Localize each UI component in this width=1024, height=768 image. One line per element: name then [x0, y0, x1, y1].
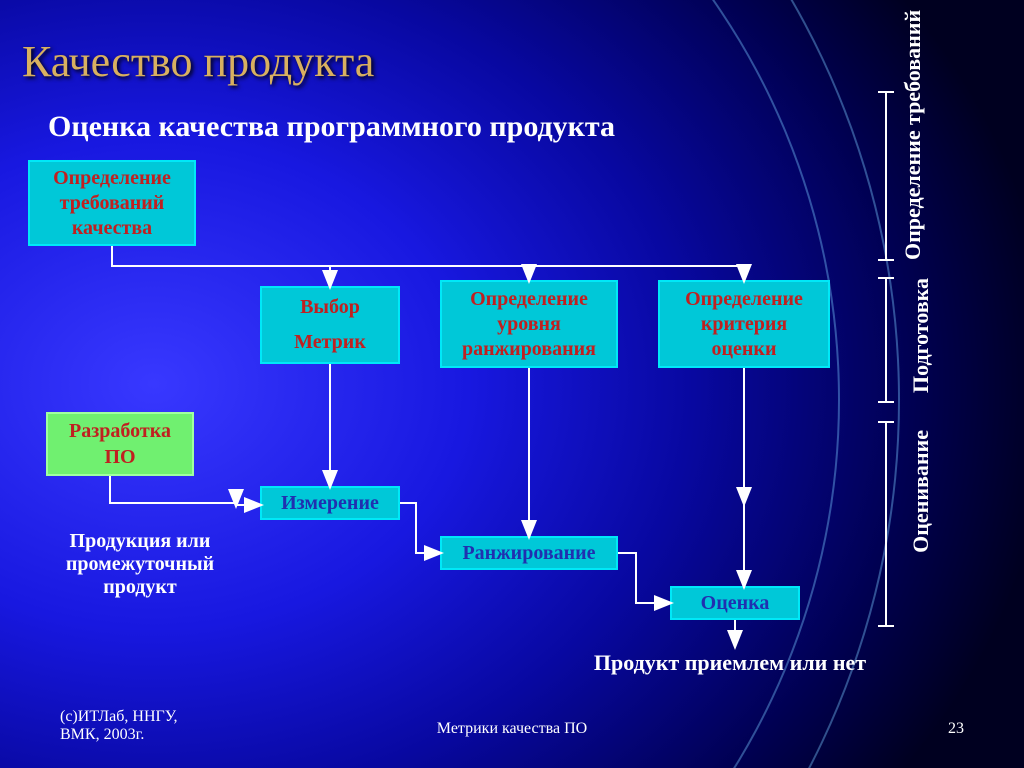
label-acceptable: Продукт приемлем или нет [560, 650, 900, 676]
node-assessment: Оценка [670, 586, 800, 620]
node-ranking: Ранжирование [440, 536, 618, 570]
label-text: Продукция или [40, 530, 240, 553]
node-text: критерия [701, 312, 787, 337]
node-text: Оценка [701, 591, 770, 616]
node-metrics: Выбор Метрик [260, 286, 400, 364]
footer-title: Метрики качества ПО [0, 720, 1024, 738]
label-text: продукт [40, 576, 240, 599]
slide-title: Качество продукта [22, 36, 374, 87]
node-measurement: Измерение [260, 486, 400, 520]
phase-requirements: Определение требований [900, 90, 956, 260]
node-text: Определение [685, 287, 803, 312]
phase-evaluation: Оценивание [908, 430, 934, 553]
phase-preparation: Подготовка [908, 278, 934, 393]
node-ranking-definition: Определение уровня ранжирования [440, 280, 618, 368]
node-requirements: Определение требований качества [28, 160, 196, 246]
node-text: ранжирования [462, 337, 596, 362]
phase-text: требований [900, 10, 956, 125]
node-text: Определение [53, 166, 171, 191]
phase-text: Определение [900, 130, 956, 260]
node-criteria: Определение критерия оценки [658, 280, 830, 368]
node-text: требований [60, 191, 165, 216]
slide: Качество продукта Оценка качества програ… [0, 0, 1024, 768]
node-text: оценки [712, 337, 777, 362]
node-text: качества [72, 216, 152, 241]
footer-page: 23 [948, 720, 964, 738]
node-text: Измерение [281, 491, 379, 516]
node-text: Выбор [300, 295, 360, 320]
node-development: Разработка ПО [46, 412, 194, 476]
node-text: Определение [470, 287, 588, 312]
node-text: уровня [497, 312, 561, 337]
node-text: Метрик [294, 330, 366, 355]
label-product: Продукция или промежуточный продукт [40, 530, 240, 599]
node-text: Ранжирование [462, 541, 595, 566]
node-text: ПО [104, 444, 135, 470]
label-text: промежуточный [40, 553, 240, 576]
node-text: Разработка [69, 418, 171, 444]
slide-subtitle: Оценка качества программного продукта [48, 110, 615, 144]
